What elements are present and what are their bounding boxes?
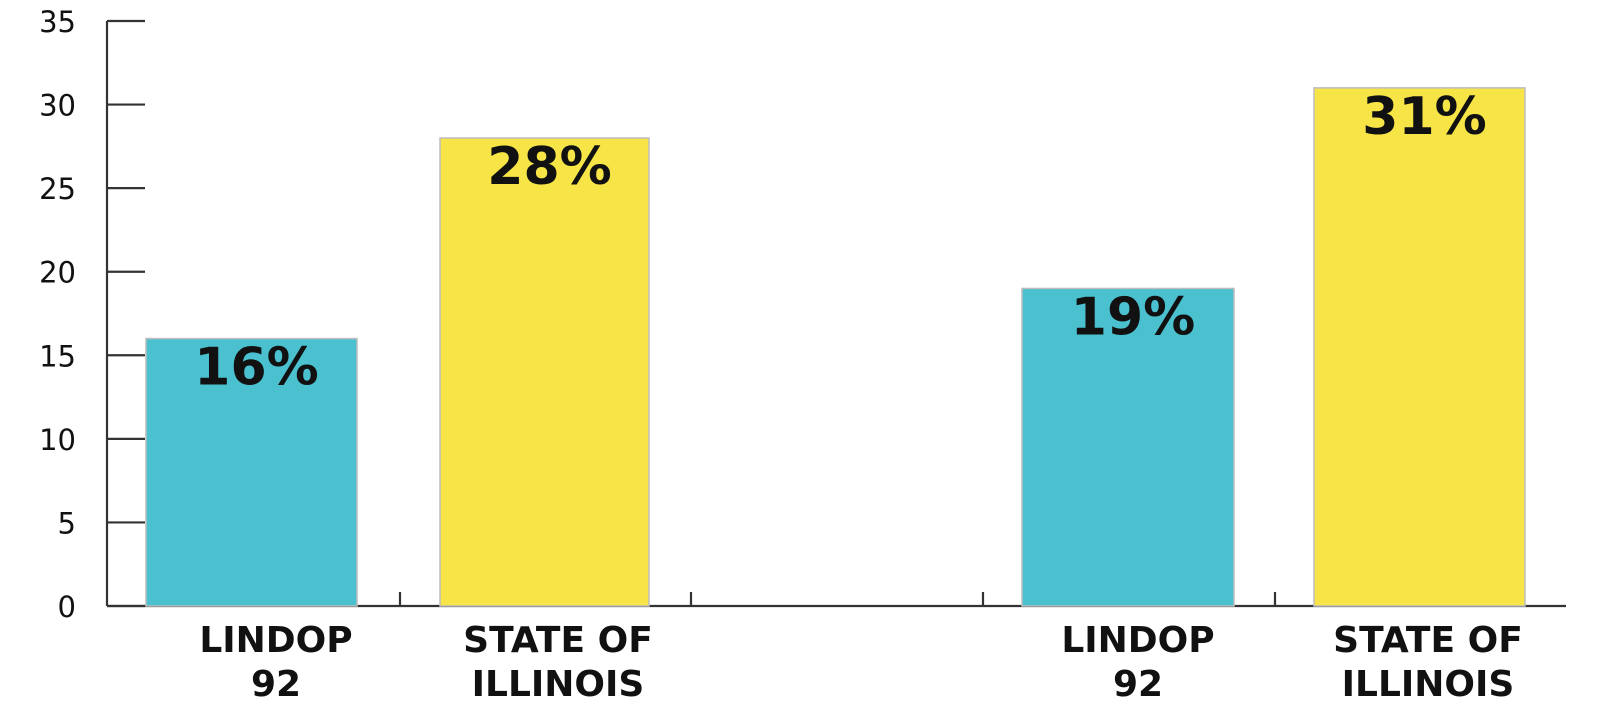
y-tick-label: 25 (39, 172, 76, 206)
category-label: ILLINOIS (1342, 664, 1515, 705)
category-label: LINDOP (1061, 620, 1214, 661)
category-label: STATE OF (1333, 620, 1523, 661)
bar (145, 337, 358, 607)
bar (1021, 287, 1235, 607)
y-tick-label: 15 (39, 339, 76, 373)
bar (1313, 87, 1526, 607)
category-label: 92 (251, 664, 301, 705)
y-tick-label: 35 (39, 5, 76, 39)
category-label: LINDOP (199, 620, 352, 661)
bar-value-label: 28% (487, 137, 611, 197)
category-label: 92 (1113, 664, 1163, 705)
y-tick-label: 20 (39, 256, 76, 290)
y-tick-label: 0 (58, 590, 76, 624)
bar-value-label: 31% (1362, 87, 1486, 147)
y-tick-label: 10 (39, 423, 76, 457)
category-label: ILLINOIS (472, 664, 645, 705)
bars (145, 87, 1526, 607)
bar-value-label: 19% (1071, 287, 1195, 347)
bar-value-label: 16% (194, 338, 318, 398)
y-tick-label: 5 (58, 506, 76, 540)
bar (439, 137, 650, 607)
y-tick-label: 30 (39, 89, 76, 123)
category-label: STATE OF (463, 620, 653, 661)
